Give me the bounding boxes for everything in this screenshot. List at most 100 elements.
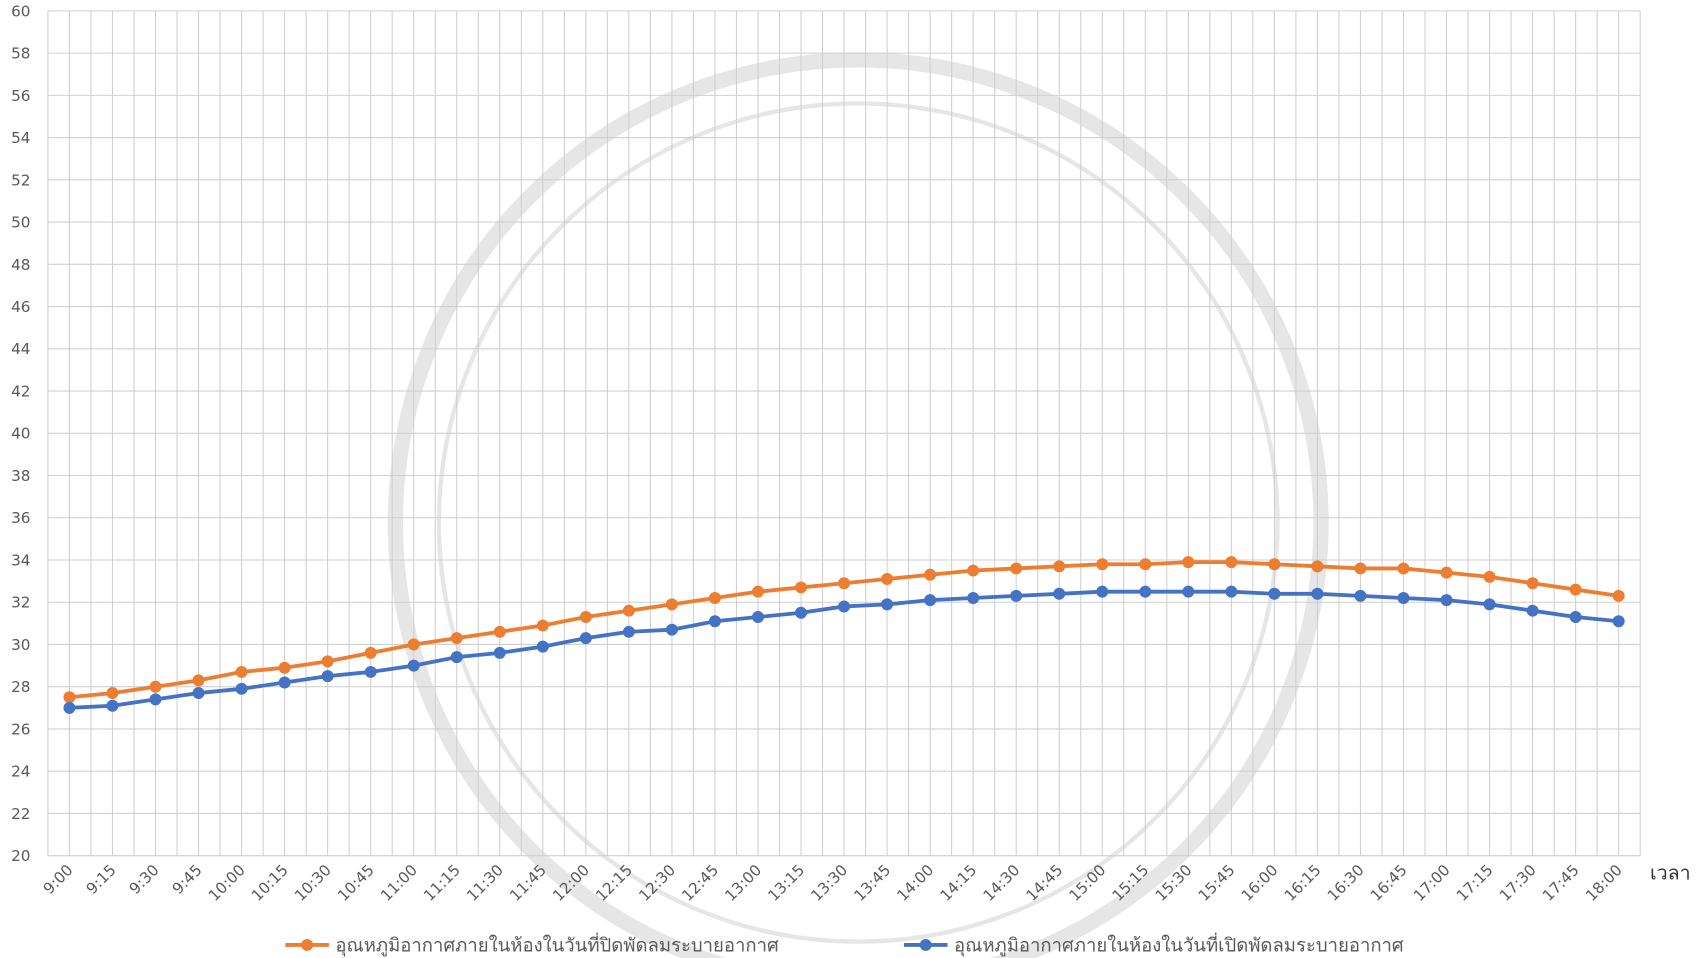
x-tick-label: 9:45	[169, 861, 206, 898]
y-tick-label: 56	[11, 87, 30, 105]
point	[321, 670, 334, 683]
x-tick-label: 13:30	[807, 861, 851, 905]
point	[1225, 585, 1238, 598]
x-tick-label: 13:15	[764, 861, 808, 905]
point	[1053, 560, 1066, 573]
point	[1569, 611, 1582, 624]
x-tick-label: 11:30	[463, 861, 507, 905]
x-tick-label: 12:45	[678, 861, 722, 905]
point	[407, 638, 420, 651]
y-tick-label: 34	[11, 551, 30, 569]
x-tick-label: 17:15	[1453, 861, 1497, 905]
point	[235, 682, 248, 695]
point	[665, 598, 678, 611]
y-tick-label: 50	[11, 214, 30, 232]
x-tick-label: 9:15	[83, 861, 120, 898]
point	[1397, 562, 1410, 575]
x-tick-label: 10:00	[205, 861, 249, 905]
legend-marker	[919, 938, 932, 951]
y-tick-label: 38	[11, 467, 30, 485]
x-tick-label: 16:15	[1281, 861, 1325, 905]
y-tick-label: 24	[11, 763, 30, 781]
y-tick-label: 54	[11, 129, 30, 147]
point	[622, 625, 635, 638]
y-tick-label: 42	[11, 382, 30, 400]
y-tick-label: 44	[11, 340, 30, 358]
y-tick-label: 58	[11, 45, 30, 63]
point	[924, 568, 937, 581]
legend-item: อุณหภูมิอากาศภายในห้องในวันที่เปิดพัดลมร…	[903, 932, 1404, 957]
point	[149, 693, 162, 706]
point	[881, 573, 894, 585]
y-tick-label: 40	[11, 425, 30, 443]
point	[493, 646, 506, 659]
x-tick-label: 12:15	[592, 861, 636, 905]
point	[364, 646, 377, 659]
point	[106, 699, 119, 712]
point	[63, 691, 76, 704]
legend-label: อุณหภูมิอากาศภายในห้องในวันที่เปิดพัดลมร…	[954, 932, 1404, 957]
point	[1182, 585, 1195, 598]
point	[1182, 556, 1195, 569]
point	[1483, 570, 1496, 583]
point	[235, 665, 248, 678]
point	[1526, 577, 1539, 590]
point	[1612, 589, 1625, 602]
watermark	[387, 52, 1329, 958]
point	[106, 687, 119, 700]
point	[1526, 604, 1539, 617]
point	[967, 564, 980, 577]
x-tick-label: 14:00	[894, 861, 938, 905]
point	[1268, 558, 1281, 571]
point	[579, 611, 592, 624]
point	[1311, 560, 1324, 573]
point	[1354, 589, 1367, 602]
point	[1483, 598, 1496, 611]
point	[1096, 558, 1109, 571]
point	[1440, 594, 1453, 607]
point	[1268, 587, 1281, 600]
x-tick-label: 10:45	[334, 861, 378, 905]
y-tick-label: 52	[11, 171, 30, 189]
x-tick-label: 13:00	[721, 861, 765, 905]
y-tick-label: 46	[11, 298, 30, 316]
point	[708, 592, 721, 604]
point	[665, 623, 678, 636]
legend-marker	[301, 938, 314, 951]
point	[1053, 587, 1066, 600]
point	[1096, 585, 1109, 598]
point	[795, 606, 808, 619]
x-tick-label: 14:30	[980, 861, 1024, 905]
point	[364, 665, 377, 678]
point	[1225, 556, 1238, 569]
x-tick-label: 18:00	[1582, 861, 1626, 905]
x-tick-label: 17:45	[1539, 861, 1583, 905]
x-tick-label: 9:30	[126, 861, 163, 898]
legend-item: อุณหภูมิอากาศภายในห้องในวันที่ปิดพัดลมระ…	[285, 932, 779, 957]
point	[1010, 589, 1023, 602]
point	[321, 655, 334, 668]
point	[1397, 592, 1410, 604]
point	[838, 600, 851, 613]
point	[1612, 615, 1625, 628]
point	[1569, 583, 1582, 596]
y-tick-label: 48	[11, 256, 30, 274]
y-tick-label: 30	[11, 636, 30, 654]
y-tick-label: 28	[11, 678, 30, 696]
x-tick-label: 13:45	[850, 861, 894, 905]
point	[63, 701, 76, 714]
point	[1311, 587, 1324, 600]
x-tick-label: 10:30	[291, 861, 335, 905]
point	[1010, 562, 1023, 575]
point	[751, 611, 764, 624]
x-tick-label: 16:30	[1324, 861, 1368, 905]
point	[278, 661, 291, 674]
point	[924, 594, 937, 607]
x-tick-label: 11:15	[420, 861, 464, 905]
y-tick-label: 36	[11, 509, 30, 527]
point	[536, 640, 549, 653]
point	[536, 619, 549, 632]
point	[708, 615, 721, 628]
